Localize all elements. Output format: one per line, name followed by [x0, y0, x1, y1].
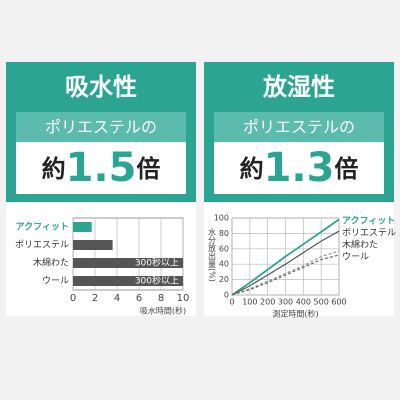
x-tick-label: 200 [260, 298, 275, 307]
ratio-text: 約1.5倍 [42, 145, 161, 191]
legend-label: アクフィット [342, 216, 395, 227]
ratio-suffix: 倍 [136, 155, 160, 183]
ratio-prefix: 約 [42, 155, 66, 183]
ratio-prefix: 約 [240, 155, 264, 183]
y-tick-label: 木綿わた [33, 257, 69, 269]
line [231, 218, 340, 296]
ratio-suffix: 倍 [334, 155, 358, 183]
x-axis-label: 吸水時間(秒) [140, 306, 186, 316]
y-axis-label: 水分放出量(%) [208, 227, 217, 282]
y-tick-label: 0 [224, 291, 229, 300]
ratio-text: 約1.3倍 [240, 145, 359, 191]
compare-band [16, 112, 186, 142]
x-tick-label: 100 [242, 298, 257, 307]
x-tick-label: 6 [136, 293, 142, 304]
x-tick-label: 300 [278, 298, 293, 307]
ratio-number: 1.5 [66, 145, 137, 191]
line [231, 254, 340, 296]
y-tick-label: ウール [42, 276, 69, 287]
bar [73, 240, 113, 250]
x-tick-label: 2 [92, 293, 98, 304]
annotation: 300秒以上 [135, 275, 179, 287]
y-tick-label: 20 [219, 275, 229, 284]
x-tick-label: 4 [114, 293, 120, 304]
x-tick-label: 0 [229, 298, 234, 307]
line [231, 250, 340, 296]
legend-label: ウール [342, 252, 369, 263]
bar [73, 258, 183, 268]
x-tick-label: 0 [70, 293, 76, 304]
x-tick-label: 10 [177, 293, 190, 304]
y-tick-label: アクフィット [16, 222, 69, 233]
y-tick-label: 80 [219, 229, 229, 238]
bar [73, 222, 92, 232]
compare-text: ポリエステルの [243, 118, 355, 137]
y-tick-label: 40 [219, 260, 229, 269]
ratio-number: 1.3 [264, 145, 335, 191]
y-tick-label: ポリエステル [15, 240, 69, 251]
y-tick-label: 60 [219, 244, 229, 253]
x-axis-label: 測定時間(秒) [272, 309, 318, 319]
x-tick-label: 400 [296, 298, 311, 307]
compare-text: ポリエステルの [45, 118, 157, 137]
x-tick-label: 8 [158, 293, 164, 304]
y-tick-label: 100 [214, 214, 229, 223]
compare-band [214, 112, 384, 142]
legend-label: 木綿わた [342, 239, 378, 251]
panel-title: 吸水性 [65, 73, 137, 101]
bar [73, 276, 183, 286]
line [231, 230, 340, 296]
panel-title: 放湿性 [262, 73, 335, 101]
x-tick-label: 500 [314, 298, 329, 307]
legend-label: ポリエステル [342, 228, 396, 239]
annotation: 300秒以上 [135, 257, 179, 269]
x-tick-label: 600 [331, 298, 346, 307]
